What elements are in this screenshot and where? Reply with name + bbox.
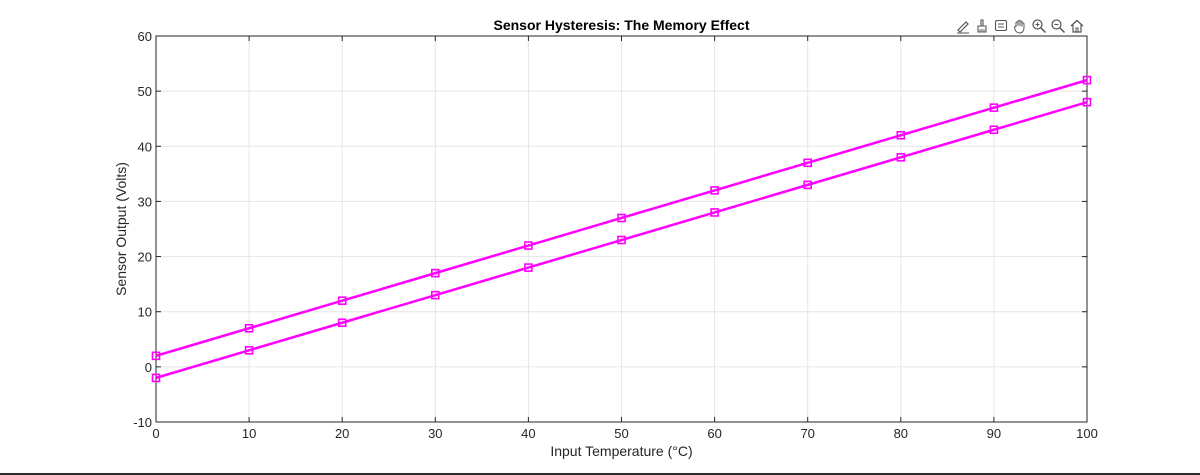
edit-icon[interactable] <box>954 17 972 35</box>
data-point-marker <box>337 296 347 305</box>
data-point-marker <box>244 323 254 333</box>
axes-toolbar <box>954 16 1086 36</box>
data-point-marker <box>989 125 999 135</box>
x-tick-label: 90 <box>987 426 1001 441</box>
data-point-marker <box>1082 75 1092 85</box>
data-point-marker <box>1082 97 1092 107</box>
home-icon[interactable] <box>1068 17 1086 35</box>
zoom-in-icon[interactable] <box>1030 17 1048 35</box>
x-tick-label: 10 <box>242 426 256 441</box>
y-tick-label: 60 <box>138 29 152 44</box>
chart-title: Sensor Hysteresis: The Memory Effect <box>494 17 750 33</box>
brush-icon[interactable] <box>973 17 991 35</box>
y-axis-label: Sensor Output (Volts) <box>113 162 129 296</box>
x-tick-label: 0 <box>152 426 159 441</box>
data-point-marker <box>524 241 533 250</box>
series-group <box>151 75 1092 383</box>
data-point-marker <box>524 263 533 272</box>
series-line <box>155 100 1088 380</box>
data-point-marker <box>896 153 906 162</box>
zoom-out-icon[interactable] <box>1049 17 1067 35</box>
y-tick-label: 20 <box>138 250 152 265</box>
data-point-marker <box>617 235 626 245</box>
data-point-marker <box>710 186 719 195</box>
x-tick-label: 30 <box>428 426 442 441</box>
y-tick-label: 0 <box>145 360 152 375</box>
datatip-icon[interactable] <box>992 17 1010 35</box>
data-point-marker <box>617 213 626 223</box>
data-point-marker <box>337 318 347 328</box>
series-line <box>155 78 1088 358</box>
data-point-marker <box>896 130 906 140</box>
y-tick-label: -10 <box>133 415 152 430</box>
data-point-marker <box>989 103 999 112</box>
x-tick-label: 40 <box>521 426 535 441</box>
data-point-marker <box>244 346 254 355</box>
data-point-marker <box>710 208 719 217</box>
data-point-marker <box>803 180 813 190</box>
y-tick-label: 30 <box>138 194 152 209</box>
window-bottom-edge <box>0 473 1200 475</box>
x-tick-label: 60 <box>707 426 721 441</box>
data-point-marker <box>430 268 440 278</box>
data-point-marker <box>151 351 161 361</box>
data-point-marker <box>803 158 813 168</box>
data-point-marker <box>151 373 161 383</box>
y-tick-label: 10 <box>138 305 152 320</box>
series-2 <box>151 97 1092 383</box>
x-tick-label: 50 <box>614 426 628 441</box>
x-tick-label: 70 <box>800 426 814 441</box>
data-point-marker <box>430 290 440 300</box>
x-tick-label: 80 <box>894 426 908 441</box>
pan-icon[interactable] <box>1011 17 1029 35</box>
y-tick-label: 50 <box>138 84 152 99</box>
x-tick-label: 100 <box>1076 426 1098 441</box>
x-axis-label: Input Temperature (°C) <box>550 443 692 459</box>
y-tick-label: 40 <box>138 139 152 154</box>
grid <box>155 35 1088 423</box>
series-1 <box>151 75 1092 361</box>
x-tick-label: 20 <box>335 426 349 441</box>
